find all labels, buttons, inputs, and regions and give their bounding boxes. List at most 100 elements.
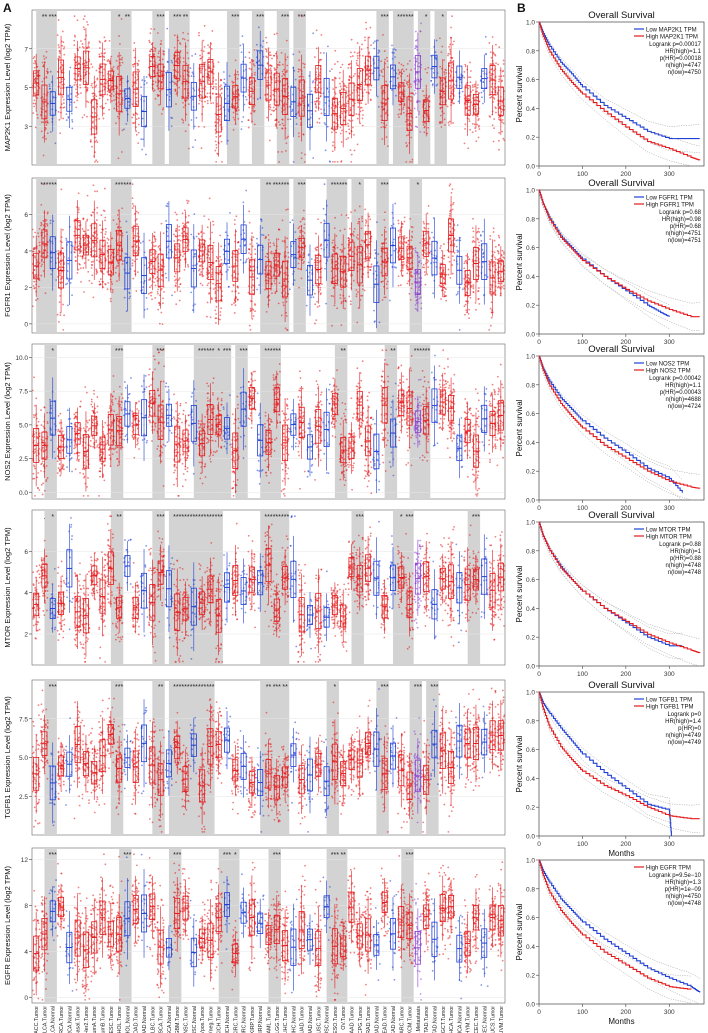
y-tick-label: 0.0 — [526, 1002, 535, 1009]
stat-text: n(high)=4748 — [665, 563, 701, 569]
x-tick-label: 100 — [577, 841, 588, 848]
significance-label: *** — [422, 348, 430, 355]
y-tick-label: 5.0 — [19, 755, 28, 762]
x-category-label: LGG.Tumor — [275, 1006, 281, 1033]
x-tick-label: 300 — [664, 339, 675, 346]
y-tick-label: 0.8 — [526, 886, 535, 893]
y-tick-label: 0.4 — [526, 106, 535, 113]
significance-label: *** — [405, 514, 413, 521]
x-tick-label: 200 — [620, 1009, 631, 1016]
significance-label: *** — [181, 514, 189, 521]
significance-label: ** — [183, 14, 189, 21]
significance-label: ** — [282, 684, 288, 691]
legend-label: High MAP2K1 TPM — [646, 35, 698, 41]
y-tick-label: 0.6 — [526, 77, 535, 84]
significance-label: *** — [49, 182, 57, 189]
significance-label: ** — [266, 182, 272, 189]
x-category-label: THCA.Normal — [457, 1006, 463, 1033]
significance-label: ** — [266, 684, 272, 691]
jitter-points — [48, 70, 57, 145]
x-category-label: READ.Normal — [391, 1006, 397, 1033]
significance-label: *** — [339, 182, 347, 189]
x-category-label: BLCA.Normal — [51, 1006, 57, 1033]
y-tick-label: 2.5 — [19, 456, 28, 463]
significance-label: *** — [173, 514, 181, 521]
significance-label: *** — [206, 684, 214, 691]
y-tick-label: 8 — [24, 903, 28, 910]
significance-label: *** — [173, 14, 181, 21]
y-tick-label: 1.0 — [526, 188, 535, 195]
x-category-label: SKCM.Tumor — [408, 1006, 414, 1033]
significance-shade — [334, 848, 348, 1003]
significance-label: * — [217, 348, 220, 355]
significance-label: * — [334, 684, 337, 691]
chart-title: Overall Survival — [588, 344, 655, 355]
stat-text: p(HR)=0.88 — [670, 556, 702, 562]
x-category-label: BRCA-LumB.Tumor — [101, 1006, 107, 1033]
y-tick-label: 0.2 — [526, 805, 535, 812]
y-axis-label: EGFR Expression Level (log2 TPM) — [3, 865, 12, 985]
significance-label: ** — [42, 14, 48, 21]
y-tick-label: 0.4 — [526, 274, 535, 281]
x-category-label: KIRP.Normal — [258, 1006, 264, 1033]
y-tick-label: 0.8 — [526, 48, 535, 55]
survival-curve-low-tgfb1-tpm — [539, 691, 672, 836]
x-category-label: HNSC-HPVneg.Tumor — [208, 1006, 214, 1033]
stat-text: n(high)=4747 — [665, 63, 701, 69]
significance-label: * — [425, 14, 428, 21]
x-category-label: LAML.Tumor — [267, 1006, 273, 1033]
significance-shade — [227, 848, 240, 1003]
significance-label: *** — [223, 852, 231, 859]
x-category-label: UCEC.Tumor — [474, 1006, 480, 1033]
x-tick-label: 100 — [577, 1009, 588, 1016]
significance-label: *** — [381, 14, 389, 21]
x-category-label: SARC.Tumor — [399, 1006, 405, 1033]
y-axis-label: Percent survival — [515, 735, 524, 792]
significance-label: *** — [190, 514, 198, 521]
significance-label: * — [400, 514, 403, 521]
significance-label: *** — [264, 514, 272, 521]
x-tick-label: 100 — [577, 505, 588, 512]
survival-panel-6: 0.0 0.2 0.4 0.6 0.8 1.0 0 100 200 300 Percent surv… — [515, 858, 705, 1026]
significance-label: *** — [198, 348, 206, 355]
boxplot-panel-tgfb1: *** *** ** *** *** *** *** *** ** *** ** * *** *** ***… — [3, 679, 506, 836]
significance-label: * — [51, 348, 54, 355]
significance-label: *** — [206, 348, 214, 355]
x-category-label: LUSC.Tumor — [316, 1006, 322, 1033]
y-tick-label: 0.6 — [526, 577, 535, 584]
y-axis-label: FGFR1 Expression Level (log2 TPM) — [3, 194, 12, 317]
y-tick-label: 0.0 — [526, 664, 535, 671]
y-tick-label: 0.8 — [526, 718, 535, 725]
x-tick-label: 300 — [664, 671, 675, 678]
significance-label: *** — [281, 514, 289, 521]
x-category-label: BRCA-Basal.Tumor — [76, 1006, 82, 1033]
x-tick-label: 0 — [537, 339, 541, 346]
legend-label: High MTOR TPM — [646, 535, 692, 541]
survival-panel-1: Overall Survival 0.0 0.2 0.4 0.6 0.8 1.0 0 100 20… — [515, 10, 705, 178]
significance-label: *** — [240, 348, 248, 355]
significance-label: ** — [125, 14, 131, 21]
stat-text: HR(high)=1.1 — [665, 383, 702, 389]
x-category-label: BRCA-Her2.Tumor — [84, 1006, 90, 1033]
significance-label: *** — [356, 514, 364, 521]
y-tick-label: 0.6 — [526, 747, 535, 754]
x-category-label: BRCA.Tumor — [59, 1006, 65, 1033]
x-category-label: DLBC.Tumor — [150, 1006, 156, 1033]
stat-text: n(low)=4748 — [668, 570, 702, 576]
stat-text: Logrank p=0.68 — [659, 210, 702, 216]
x-category-label: BLCA.Tumor — [42, 1006, 48, 1033]
x-category-label: READ.Tumor — [383, 1006, 389, 1033]
significance-label: *** — [273, 182, 281, 189]
survival-curve-high-fgfr1-tpm — [539, 189, 700, 318]
significance-label: *** — [298, 14, 306, 21]
x-category-label: MESO.Tumor — [333, 1006, 339, 1033]
x-tick-label: 0 — [537, 671, 541, 678]
y-tick-label: 0.0 — [526, 498, 535, 505]
y-tick-label: 0 — [24, 995, 28, 1002]
x-category-label: PRAD.Tumor — [366, 1006, 372, 1033]
x-category-label: KIRC.Tumor — [233, 1006, 239, 1033]
x-axis-category-labels: ACC.Tumor BLCA.Tumor BLCA.Normal BRCA.Tumor… — [34, 1006, 505, 1033]
